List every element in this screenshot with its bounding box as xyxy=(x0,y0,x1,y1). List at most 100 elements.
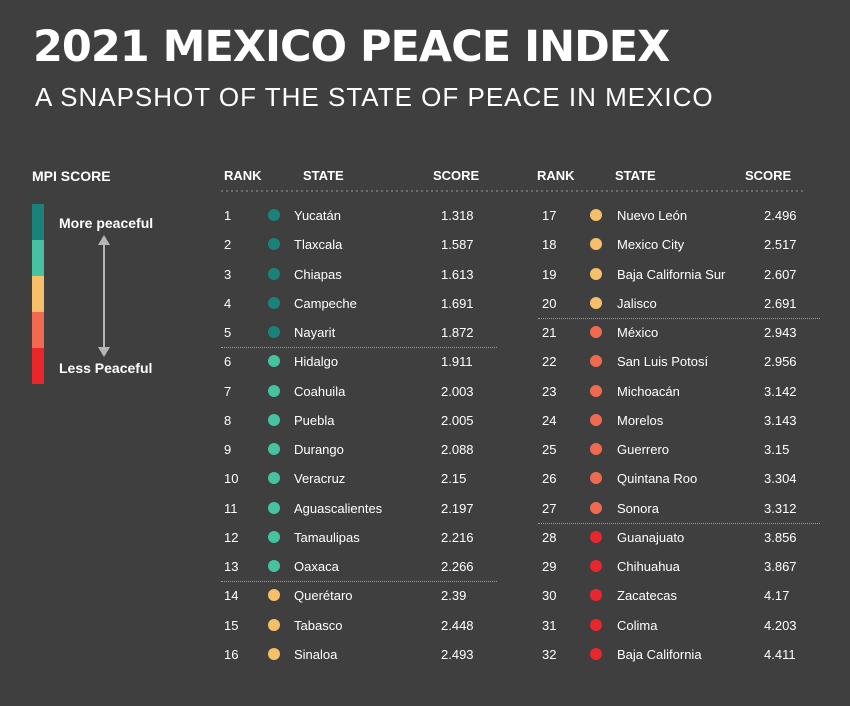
state-cell: Nuevo León xyxy=(617,208,688,223)
score-cell: 1.318 xyxy=(441,208,474,223)
header-score-left: SCORE xyxy=(433,168,480,183)
tier-dot xyxy=(590,443,602,456)
tier-dot xyxy=(590,560,602,573)
tier-dot xyxy=(590,209,602,221)
legend-swatch-5 xyxy=(32,348,44,384)
score-cell: 3.312 xyxy=(764,500,797,516)
table-row: 8 Puebla 2.005 xyxy=(221,406,497,435)
page-subtitle: A SNAPSHOT OF THE STATE OF PEACE IN MEXI… xyxy=(35,82,714,112)
table-row: 19 Baja California Sur 2.607 xyxy=(538,260,820,289)
table-row: 32 Baja California 4.411 xyxy=(538,640,820,669)
table-row: 18 Mexico City 2.517 xyxy=(538,230,820,259)
score-cell: 2.15 xyxy=(441,471,467,487)
state-cell: Tamaulipas xyxy=(294,529,360,545)
score-cell: 2.517 xyxy=(764,237,797,253)
score-cell: 2.943 xyxy=(764,325,797,341)
state-cell: Morelos xyxy=(617,412,664,428)
tier-dot xyxy=(268,413,280,426)
rank-cell: 24 xyxy=(542,412,557,428)
state-cell: Guanajuato xyxy=(617,529,685,545)
score-cell: 2.005 xyxy=(441,412,474,428)
rank-cell: 32 xyxy=(542,646,557,662)
header-divider xyxy=(221,190,805,192)
table-row: 28 Guanajuato 3.856 xyxy=(538,523,820,552)
tier-dot xyxy=(590,501,602,514)
state-cell: Veracruz xyxy=(294,471,346,487)
score-cell: 4.411 xyxy=(764,646,796,662)
rank-cell: 28 xyxy=(542,529,557,545)
score-cell: 3.867 xyxy=(764,559,797,575)
state-cell: Zacatecas xyxy=(617,588,677,604)
rank-cell: 21 xyxy=(542,325,557,341)
score-cell: 2.448 xyxy=(441,617,474,633)
ranking-table-right: 17 Nuevo León 2.496 18 Mexico City 2.517 19 Baj… xyxy=(538,201,820,669)
score-cell: 1.872 xyxy=(441,325,474,341)
table-row: 9 Durango 2.088 xyxy=(221,435,497,464)
score-cell: 1.613 xyxy=(441,266,474,282)
score-cell: 2.088 xyxy=(441,442,474,458)
state-cell: Aguascalientes xyxy=(294,500,383,516)
score-cell: 2.003 xyxy=(441,383,474,399)
tier-dot xyxy=(268,296,280,309)
tier-dot xyxy=(268,326,280,339)
table-row: 20 Jalisco 2.691 xyxy=(538,289,820,320)
score-cell: 1.911 xyxy=(441,354,473,370)
table-row: 25 Guerrero 3.15 xyxy=(538,435,820,464)
state-cell: Sinaloa xyxy=(294,646,338,662)
rank-cell: 25 xyxy=(542,442,557,458)
header-score-right: SCORE xyxy=(745,168,792,183)
state-cell: Jalisco xyxy=(617,295,657,311)
tier-dot xyxy=(268,209,280,221)
rank-cell: 16 xyxy=(224,646,239,662)
state-cell: Michoacán xyxy=(617,383,680,399)
state-cell: Durango xyxy=(294,442,344,458)
rank-cell: 19 xyxy=(542,266,557,282)
table-row: 31 Colima 4.203 xyxy=(538,611,820,640)
rank-cell: 17 xyxy=(542,208,557,223)
state-cell: Quintana Roo xyxy=(617,471,698,487)
tier-dot xyxy=(268,472,280,485)
rank-cell: 11 xyxy=(224,500,238,516)
state-cell: Hidalgo xyxy=(294,354,339,370)
legend-color-scale xyxy=(32,204,44,384)
table-row: 27 Sonora 3.312 xyxy=(538,494,820,525)
state-cell: Guerrero xyxy=(617,442,670,458)
table-row: 13 Oaxaca 2.266 xyxy=(221,552,497,583)
table-row: 5 Nayarit 1.872 xyxy=(221,318,497,349)
state-cell: Baja California xyxy=(617,646,702,662)
state-cell: Yucatán xyxy=(294,208,341,223)
score-cell: 3.143 xyxy=(764,412,797,428)
table-row: 11 Aguascalientes 2.197 xyxy=(221,494,497,523)
state-cell: Chihuahua xyxy=(617,559,680,575)
rank-cell: 7 xyxy=(224,383,232,399)
rank-cell: 26 xyxy=(542,471,557,487)
score-cell: 1.691 xyxy=(441,295,474,311)
table-row: 6 Hidalgo 1.911 xyxy=(221,347,497,376)
table-row: 17 Nuevo León 2.496 xyxy=(538,201,820,230)
score-cell: 3.142 xyxy=(764,383,797,399)
score-cell: 2.691 xyxy=(764,295,797,311)
score-cell: 2.266 xyxy=(441,559,474,575)
legend-swatch-3 xyxy=(32,276,44,312)
rank-cell: 8 xyxy=(224,412,232,428)
table-row: 14 Querétaro 2.39 xyxy=(221,581,497,610)
state-cell: Chiapas xyxy=(294,266,342,282)
tier-dot xyxy=(590,267,602,280)
rank-cell: 20 xyxy=(542,295,557,311)
legend-less-peaceful-label: Less Peaceful xyxy=(59,360,153,376)
score-cell: 4.17 xyxy=(764,588,790,604)
tier-dot xyxy=(590,238,602,251)
table-row: 4 Campeche 1.691 xyxy=(221,289,497,318)
state-cell: Nayarit xyxy=(294,325,336,341)
score-cell: 2.607 xyxy=(764,266,797,282)
state-cell: Tlaxcala xyxy=(294,237,343,253)
table-row: 7 Coahuila 2.003 xyxy=(221,377,497,406)
legend-swatch-4 xyxy=(32,312,44,348)
tier-dot xyxy=(268,443,280,456)
tier-dot xyxy=(590,618,602,631)
legend-swatch-1 xyxy=(32,204,44,240)
table-row: 30 Zacatecas 4.17 xyxy=(538,581,820,610)
score-cell: 2.39 xyxy=(441,588,467,604)
score-cell: 2.216 xyxy=(441,529,474,545)
page-title: 2021 MEXICO PEACE INDEX xyxy=(33,22,670,72)
